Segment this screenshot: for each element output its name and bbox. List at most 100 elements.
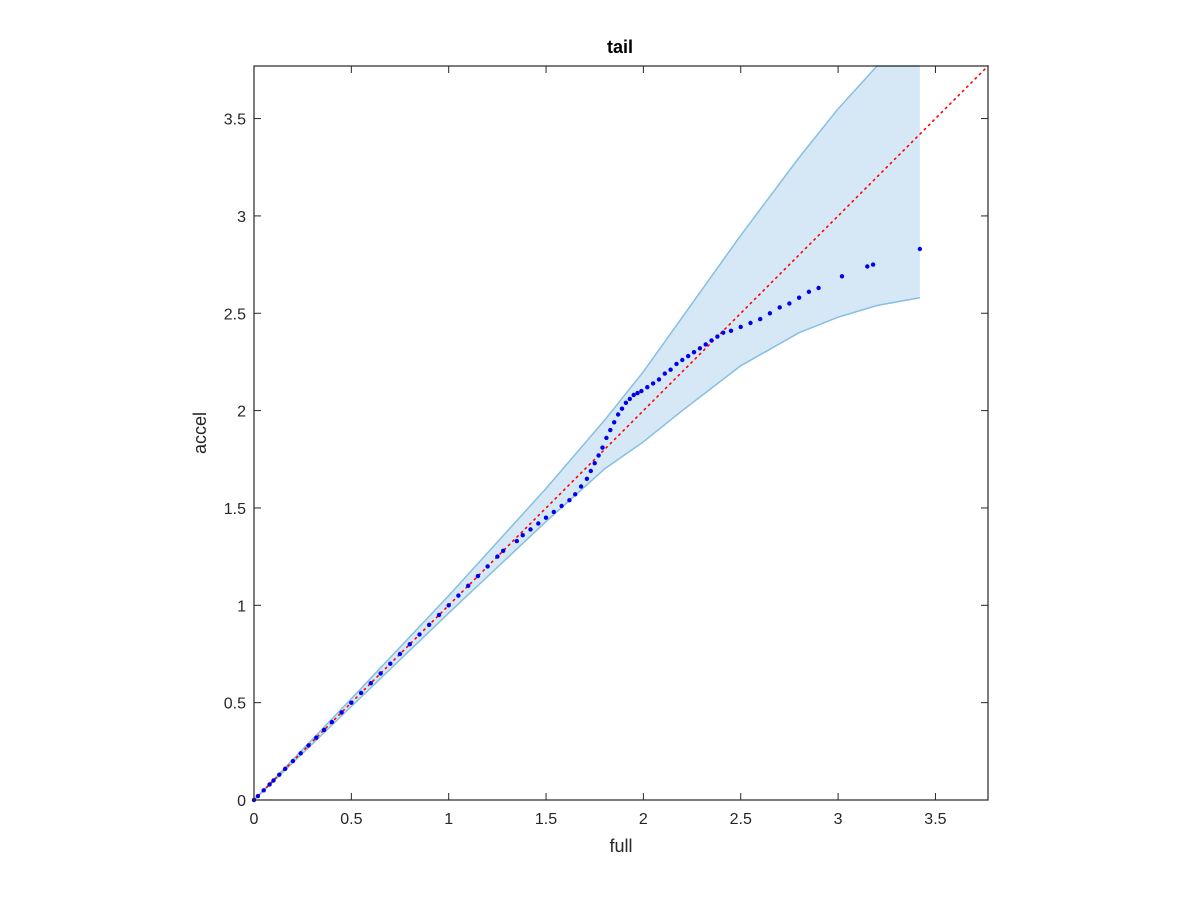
data-point (635, 390, 640, 396)
data-point (456, 593, 461, 598)
data-point (777, 305, 782, 310)
data-point (592, 461, 597, 466)
data-point (604, 435, 609, 441)
reference-line-layer (253, 65, 989, 801)
data-point (485, 564, 490, 569)
data-point (329, 719, 335, 725)
y-tick-label: 0.5 (224, 696, 246, 713)
x-tick-label: 2.5 (730, 811, 752, 828)
data-point (758, 316, 763, 322)
x-axis-ticks: 0 0.5 1 1.5 2 2.5 3 3.5 (250, 66, 947, 828)
data-point (796, 295, 802, 300)
data-point (466, 583, 471, 588)
data-point (806, 289, 812, 294)
data-point (368, 681, 373, 686)
data-point (567, 498, 572, 503)
y-tick-label: 1.5 (224, 501, 246, 518)
y-tick-label: 1 (237, 598, 246, 615)
data-point (378, 671, 383, 676)
data-point (748, 320, 753, 326)
data-point (407, 642, 412, 647)
data-point (261, 788, 266, 793)
data-point (615, 412, 621, 417)
data-point (697, 346, 703, 351)
data-point (573, 492, 578, 497)
data-point (501, 548, 506, 553)
data-point (623, 400, 629, 405)
data-point (619, 406, 625, 411)
data-point (314, 735, 319, 740)
data-point (339, 710, 344, 715)
data-point (358, 690, 364, 696)
data-point (283, 766, 288, 771)
data-point (588, 468, 593, 474)
data-point (645, 385, 650, 390)
data-point (709, 338, 714, 343)
data-point (578, 484, 584, 489)
data-point (738, 324, 743, 330)
data-point (656, 377, 662, 382)
data-point (255, 793, 261, 799)
data-point (608, 427, 613, 433)
data-point (612, 420, 617, 425)
data-point (436, 612, 442, 618)
data-point (495, 554, 500, 559)
x-tick-label: 1.5 (535, 811, 557, 828)
data-point (417, 632, 422, 637)
data-point (475, 573, 481, 579)
x-tick-label: 3.5 (924, 811, 946, 828)
data-point (680, 357, 685, 363)
confidence-band-upper-edge (253, 65, 920, 801)
confidence-band-lower-edge (253, 296, 921, 801)
data-point (600, 445, 605, 450)
data-point (306, 743, 311, 748)
data-point (816, 285, 821, 291)
x-tick-label: 0.5 (340, 811, 362, 828)
reference-line (253, 65, 989, 801)
confidence-band-fill (254, 66, 920, 800)
data-point (787, 301, 792, 306)
data-point (703, 342, 708, 347)
data-point (543, 515, 549, 520)
data-point (290, 758, 296, 764)
data-point (584, 476, 590, 481)
data-point (865, 264, 870, 269)
x-tick-label: 2 (639, 811, 648, 828)
data-points-layer (251, 246, 923, 803)
data-point (627, 396, 632, 402)
data-point (528, 527, 533, 532)
data-point (559, 503, 564, 509)
data-point (277, 772, 282, 777)
data-point (397, 651, 403, 657)
y-axis-ticks: 0 0.5 1 1.5 2 2.5 3 3.5 (224, 112, 988, 810)
data-point (715, 334, 720, 339)
data-point (668, 367, 673, 372)
data-point (596, 453, 601, 458)
data-point (639, 388, 644, 394)
confidence-band-layer (253, 65, 921, 801)
data-point (674, 361, 679, 367)
data-point (551, 509, 556, 515)
y-tick-label: 2.5 (224, 306, 246, 323)
data-point (427, 622, 432, 627)
data-point (662, 371, 667, 376)
data-point (446, 603, 451, 608)
data-point (650, 381, 656, 386)
data-point (870, 262, 876, 267)
x-tick-label: 3 (834, 811, 843, 828)
data-point (298, 751, 303, 756)
y-axis-label: accel (190, 412, 210, 454)
y-tick-label: 2 (237, 404, 246, 421)
data-point (520, 533, 525, 538)
chart-title: tail (607, 37, 633, 57)
y-tick-label: 3 (237, 209, 246, 226)
data-point (536, 521, 541, 526)
data-point (691, 350, 697, 355)
data-point (349, 700, 354, 705)
data-point (514, 538, 519, 544)
x-axis-label: full (609, 836, 632, 856)
axes-frame (253, 65, 989, 801)
data-point (267, 782, 272, 787)
data-point (686, 353, 691, 359)
